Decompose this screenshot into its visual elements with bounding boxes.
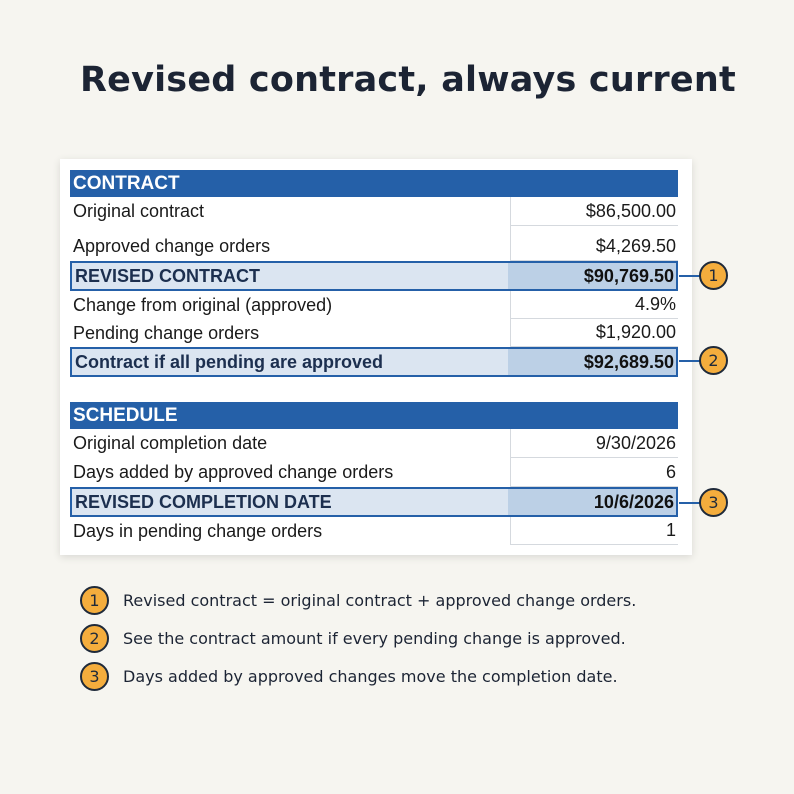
- contract-header: CONTRACT: [70, 170, 678, 197]
- row-revised-contract: REVISED CONTRACT $90,769.50: [70, 261, 678, 291]
- row-label: Approved change orders: [73, 235, 271, 256]
- row-label: Original contract: [73, 201, 205, 221]
- note-text: Revised contract = original contract + a…: [123, 591, 637, 610]
- row-change-from-original: Change from original (approved) 4.9%: [70, 291, 678, 319]
- note-3: 3 Days added by approved changes move th…: [80, 662, 618, 691]
- row-days-pending: Days in pending change orders 1: [70, 517, 678, 545]
- note-badge: 2: [80, 624, 109, 653]
- note-1: 1 Revised contract = original contract +…: [80, 586, 636, 615]
- row-original-completion-date: Original completion date 9/30/2026: [70, 429, 678, 458]
- row-contract-if-pending-approved: Contract if all pending are approved $92…: [70, 347, 678, 377]
- row-value[interactable]: $90,769.50: [508, 263, 676, 289]
- callout-connector: [679, 275, 701, 277]
- row-pending-change-orders: Pending change orders $1,920.00: [70, 319, 678, 347]
- callout-badge-3: 3: [699, 488, 728, 517]
- row-value[interactable]: $1,920.00: [510, 319, 678, 347]
- note-2: 2 See the contract amount if every pendi…: [80, 624, 626, 653]
- note-badge: 3: [80, 662, 109, 691]
- row-value[interactable]: 4.9%: [510, 291, 678, 319]
- schedule-section: SCHEDULE Original completion date 9/30/2…: [70, 402, 678, 545]
- note-badge: 1: [80, 586, 109, 615]
- row-value[interactable]: 1: [510, 517, 678, 545]
- page-title: Revised contract, always current: [80, 60, 736, 100]
- row-approved-change-orders: Approved change orders $4,269.50: [70, 226, 678, 261]
- summary-sheet: CONTRACT Original contract $86,500.00 Ap…: [60, 159, 692, 555]
- row-value[interactable]: $4,269.50: [510, 226, 678, 261]
- row-label: Days added by approved change orders: [73, 462, 394, 482]
- row-label: Change from original (approved): [73, 294, 333, 315]
- schedule-header: SCHEDULE: [70, 402, 678, 429]
- row-label: REVISED COMPLETION DATE: [75, 491, 332, 512]
- row-label: Contract if all pending are approved: [75, 351, 384, 372]
- row-label: Original completion date: [73, 433, 268, 453]
- row-value[interactable]: $92,689.50: [508, 349, 676, 375]
- callout-connector: [679, 360, 701, 362]
- note-text: Days added by approved changes move the …: [123, 667, 618, 686]
- row-value[interactable]: 6: [510, 458, 678, 487]
- row-days-added-approved: Days added by approved change orders 6: [70, 458, 678, 487]
- row-revised-completion-date: REVISED COMPLETION DATE 10/6/2026: [70, 487, 678, 517]
- row-label: Pending change orders: [73, 322, 260, 343]
- row-label: REVISED CONTRACT: [75, 265, 261, 286]
- row-value[interactable]: 9/30/2026: [510, 429, 678, 458]
- callout-badge-2: 2: [699, 346, 728, 375]
- row-value[interactable]: $86,500.00: [510, 197, 678, 226]
- note-text: See the contract amount if every pending…: [123, 629, 626, 648]
- row-value[interactable]: 10/6/2026: [508, 489, 676, 515]
- callout-badge-1: 1: [699, 261, 728, 290]
- row-label: Days in pending change orders: [73, 520, 323, 541]
- row-original-contract: Original contract $86,500.00: [70, 197, 678, 226]
- callout-connector: [679, 502, 701, 504]
- contract-section: CONTRACT Original contract $86,500.00 Ap…: [70, 170, 678, 377]
